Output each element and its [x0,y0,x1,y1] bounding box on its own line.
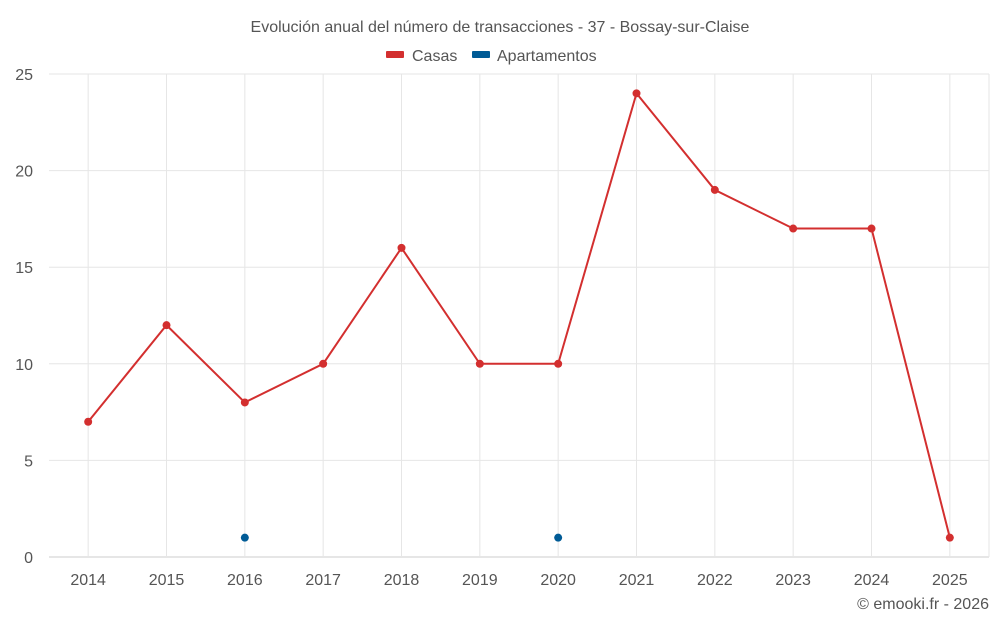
data-point-casas-2025[interactable] [945,533,954,542]
x-tick-label: 2023 [775,572,811,589]
y-gridlines [49,73,989,558]
legend-label-apartamentos: Apartamentos [497,48,597,65]
legend-swatch-casas [386,51,404,58]
legend: Casas Apartamentos [386,48,597,65]
y-tick-label: 10 [15,357,33,374]
series-layer [84,89,954,542]
x-tick-label: 2020 [540,572,576,589]
data-point-casas-2020[interactable] [554,359,563,368]
y-tick-label: 25 [15,67,33,84]
x-gridlines [87,74,990,557]
legend-item-apartamentos[interactable]: Apartamentos [472,48,597,65]
y-tick-label: 0 [24,550,33,567]
data-point-casas-2018[interactable] [397,243,406,252]
y-tick-label: 15 [15,260,33,277]
legend-swatch-apartamentos [472,51,490,58]
x-tick-label: 2014 [70,572,106,589]
x-tick-label: 2017 [305,572,341,589]
data-point-casas-2017[interactable] [319,359,328,368]
x-tick-label: 2022 [697,572,733,589]
series-line-casas [87,91,951,538]
y-tick-label: 20 [15,164,33,181]
data-point-casas-2016[interactable] [240,398,249,407]
legend-item-casas[interactable]: Casas [386,48,457,65]
x-axis-ticks: 2014 2015 2016 2017 2018 2019 2020 2021 2022 2023… [70,572,967,589]
x-tick-label: 2024 [854,572,890,589]
x-tick-label: 2016 [227,572,263,589]
x-tick-label: 2021 [619,572,655,589]
x-tick-label: 2015 [149,572,185,589]
legend-label-casas: Casas [412,48,457,65]
data-point-casas-2019[interactable] [475,359,484,368]
x-tick-label: 2019 [462,572,498,589]
data-point-casas-2022[interactable] [710,185,719,194]
data-point-casas-2024[interactable] [867,224,876,233]
data-point-apartamentos-2020[interactable] [554,533,563,542]
y-tick-label: 5 [24,453,33,470]
data-point-casas-2014[interactable] [84,417,93,426]
data-point-casas-2023[interactable] [789,224,798,233]
data-point-casas-2015[interactable] [162,321,171,330]
data-point-apartamentos-2016[interactable] [240,533,249,542]
y-axis-ticks: 0 5 10 15 20 25 [15,67,33,567]
x-tick-label: 2025 [932,572,968,589]
data-point-casas-2021[interactable] [632,89,641,98]
credit-text: © emooki.fr - 2026 [857,596,989,613]
x-tick-label: 2018 [384,572,420,589]
chart-title: Evolución anual del número de transaccio… [251,19,750,36]
